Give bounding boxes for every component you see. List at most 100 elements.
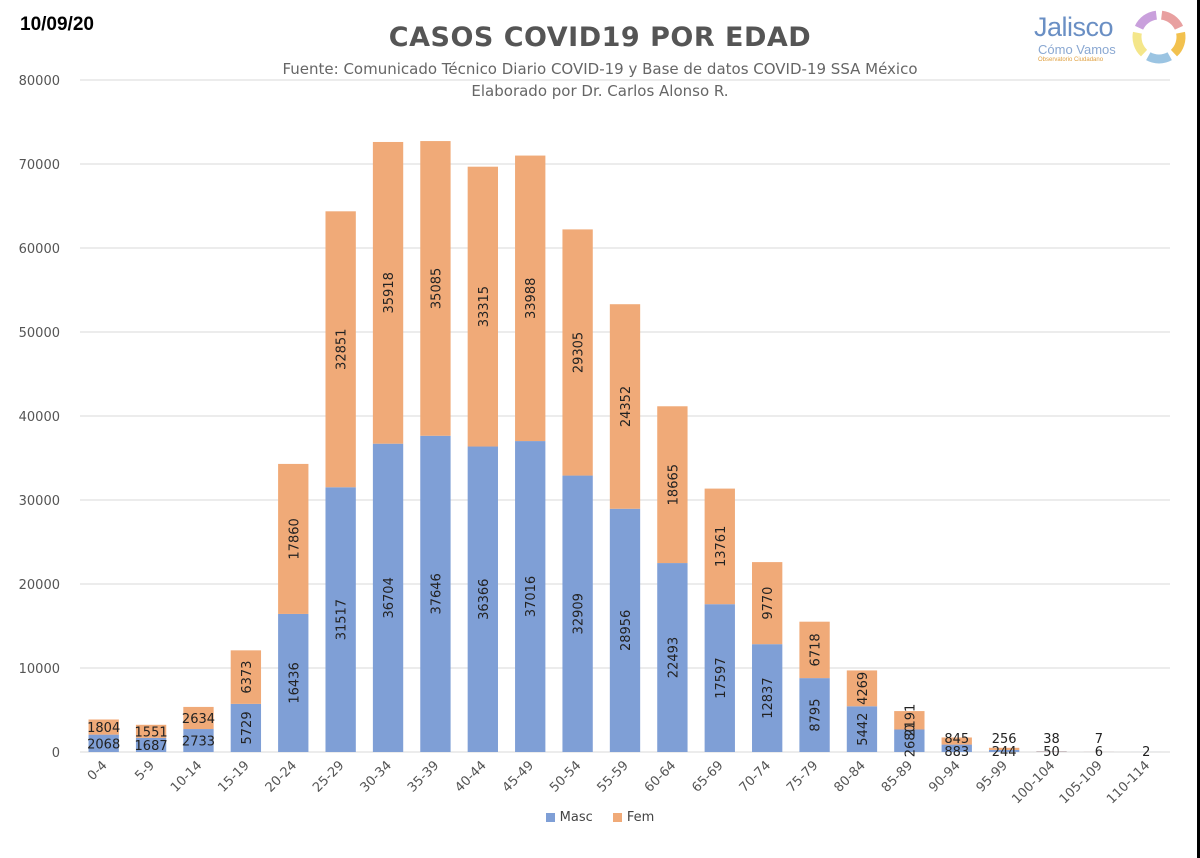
bar-fem	[88, 719, 119, 735]
data-label-fem: 17860	[287, 518, 302, 559]
data-label-masc: 1687	[135, 739, 168, 754]
bar-fem	[515, 155, 546, 442]
chart-subtitle-source: Fuente: Comunicado Técnico Diario COVID-…	[282, 60, 918, 78]
bar-masc	[372, 443, 404, 752]
logo-tagline: Cómo Vamos	[1038, 42, 1116, 57]
x-tick-label: 105-109	[1057, 758, 1106, 807]
data-label-masc: 883	[944, 745, 969, 760]
chart-title: CASOS COVID19 POR EDAD	[388, 22, 812, 53]
x-tick-label: 85-89	[879, 758, 916, 795]
logo-ring-segment	[1160, 10, 1184, 30]
bar-masc	[88, 734, 119, 752]
bar-fem	[325, 211, 356, 488]
screen-edge	[1197, 0, 1200, 858]
x-tick-label: 50-54	[547, 758, 584, 795]
data-label-masc: 17597	[714, 657, 729, 698]
x-tick-label: 65-69	[689, 758, 726, 795]
bar-masc	[183, 729, 214, 752]
data-label-fem: 6718	[809, 633, 824, 666]
data-label-fem: 2191	[903, 704, 918, 737]
x-tick-label: 80-84	[831, 758, 868, 795]
data-label-masc: 6	[1095, 745, 1103, 760]
data-label-fem: 33988	[524, 278, 539, 319]
x-tick-label: 30-34	[358, 758, 395, 795]
y-tick-label: 0	[52, 746, 60, 761]
bar-fem	[562, 229, 593, 476]
data-label-fem: 35918	[382, 272, 397, 313]
x-tick-label: 5-9	[132, 758, 158, 784]
x-tick-label: 20-24	[263, 758, 300, 795]
logo-small-text: Observatorio Ciudadano	[1038, 57, 1104, 63]
chart-subtitle-author: Elaborado por Dr. Carlos Alonso R.	[471, 82, 729, 100]
bar-masc	[657, 563, 688, 752]
x-tick-label: 35-39	[405, 758, 442, 795]
data-label-fem: 18665	[666, 464, 681, 505]
bar-fem	[799, 621, 830, 679]
x-tick-label: 90-94	[926, 758, 963, 795]
bar-masc	[562, 475, 593, 752]
data-label-fem: 9770	[761, 587, 776, 620]
data-label-masc: 8795	[809, 699, 824, 732]
bar-fem	[941, 737, 972, 745]
x-tick-label: 10-14	[168, 758, 205, 795]
y-tick-label: 40000	[19, 410, 60, 425]
data-label-fem: 1804	[87, 721, 120, 736]
bar-masc	[799, 678, 830, 752]
x-tick-label: 95-99	[974, 758, 1011, 795]
bar-fem	[230, 650, 262, 704]
bar-fem	[657, 406, 688, 564]
bar-fem	[894, 711, 925, 730]
data-label-fem: 7	[1095, 732, 1103, 747]
bar-masc	[278, 613, 309, 752]
data-label-masc: 2	[1142, 745, 1150, 760]
data-label-fem: 29305	[572, 332, 587, 373]
data-label-masc: 37646	[429, 573, 444, 614]
data-label-masc: 12837	[761, 677, 776, 718]
y-tick-label: 80000	[19, 74, 60, 89]
legend-item-masc: Masc	[545, 810, 593, 825]
x-tick-label: 0-4	[85, 758, 111, 784]
bar-fem	[704, 488, 735, 605]
bar-fem	[988, 747, 1020, 750]
bar-fem	[752, 562, 783, 645]
data-label-masc: 32909	[572, 593, 587, 634]
data-label-fem: 33315	[477, 286, 492, 327]
x-tick-label: 70-74	[737, 758, 774, 795]
bar-masc	[752, 644, 783, 752]
chart-legend: Masc Fem	[0, 810, 1200, 826]
x-tick-label: 110-114	[1104, 758, 1153, 807]
logo-ring-segment	[1170, 31, 1186, 57]
data-label-masc: 244	[992, 745, 1017, 760]
bar-masc	[467, 446, 498, 752]
bar-fem	[183, 706, 214, 730]
x-tick-label: 45-49	[500, 758, 537, 795]
data-label-masc: 2733	[182, 735, 215, 750]
y-tick-label: 60000	[19, 242, 60, 257]
bar-masc	[230, 703, 262, 752]
bar-fem	[420, 141, 451, 436]
y-tick-label: 30000	[19, 494, 60, 509]
logo-name: Jalisco	[1034, 12, 1114, 42]
data-label-masc: 36704	[382, 577, 397, 618]
data-label-fem: 13761	[714, 526, 729, 567]
data-label-fem: 6373	[240, 661, 255, 694]
bar-fem	[372, 141, 404, 444]
data-label-fem: 32851	[335, 329, 350, 370]
data-label-fem: 38	[1043, 732, 1060, 747]
logo-ring-icon	[1132, 10, 1186, 64]
logo-ring-segment	[1132, 31, 1148, 57]
bar-fem	[609, 304, 641, 509]
bar-fem	[467, 166, 498, 447]
bar-masc	[325, 487, 356, 752]
y-tick-label: 10000	[19, 662, 60, 677]
bar-masc	[941, 744, 972, 752]
data-label-fem: 256	[992, 732, 1017, 747]
bar-fem	[278, 463, 309, 614]
legend-swatch-fem	[612, 813, 622, 822]
bar-masc	[846, 706, 878, 752]
x-tick-label: 15-19	[215, 758, 252, 795]
x-tick-label: 25-29	[310, 758, 347, 795]
bar-masc	[515, 441, 546, 752]
